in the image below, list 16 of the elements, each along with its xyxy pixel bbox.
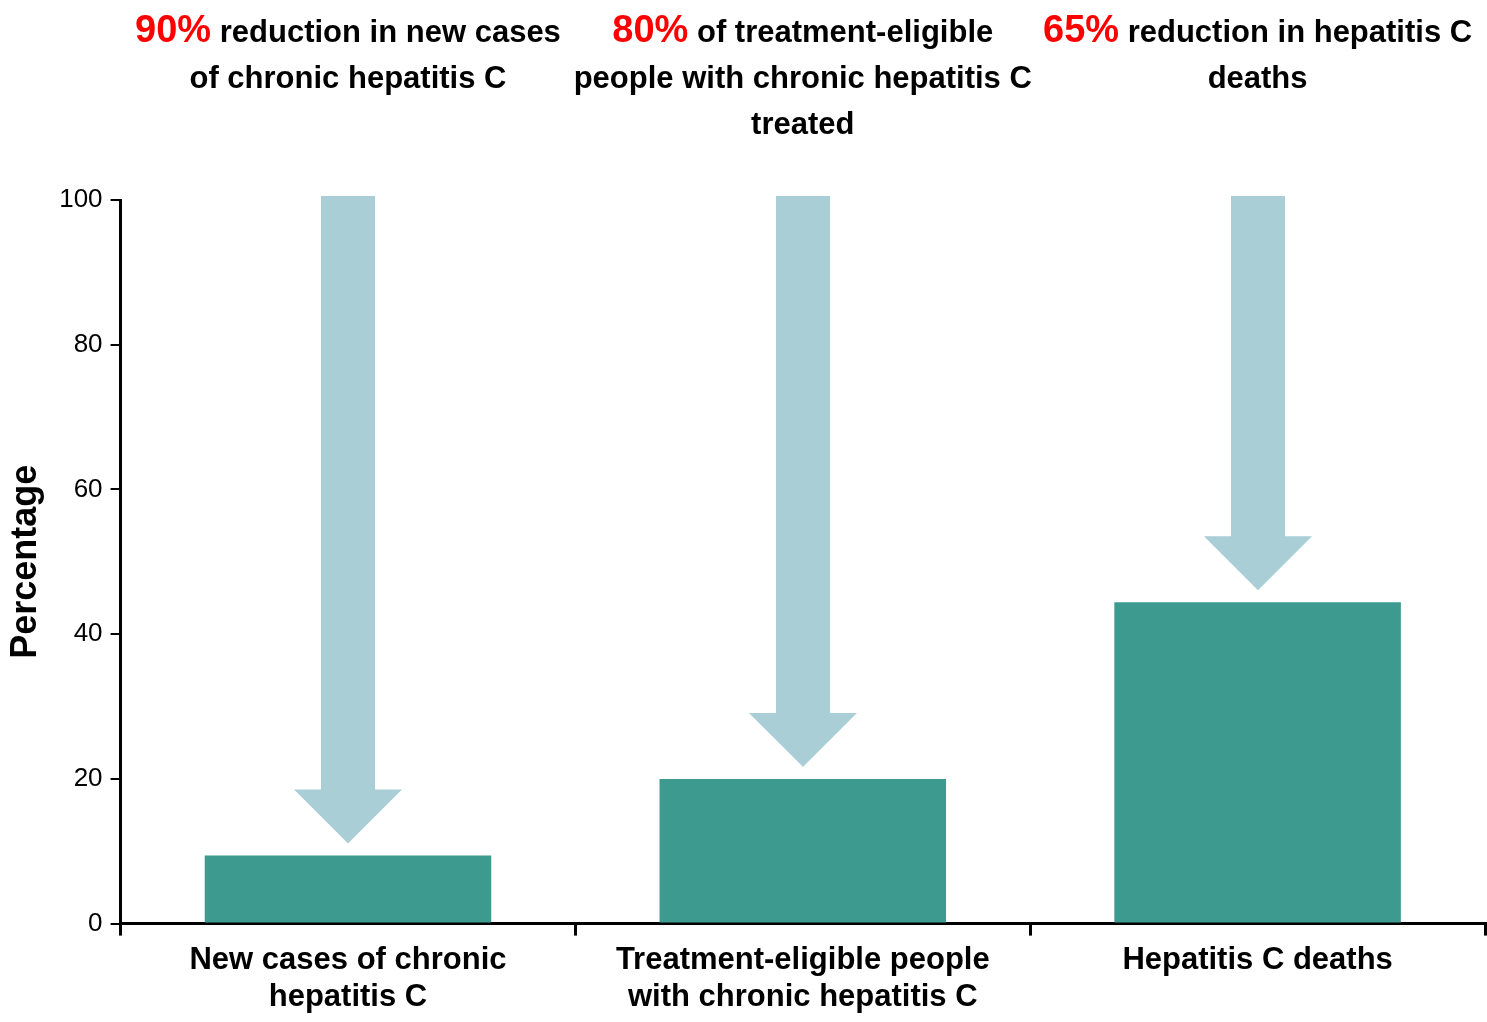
- text: 65% reduction in hepatitis C deaths: [1043, 8, 1473, 95]
- bar: [1114, 602, 1401, 923]
- text: 80% of treatment-eligible people with chronic hepatitis C treated: [572, 7, 1033, 143]
- y-tick-label: 20: [73, 762, 103, 793]
- y-tick-label: 60: [73, 472, 103, 503]
- y-axis-title: Percentage: [2, 464, 44, 659]
- x-tick-label: Treatment-eligible people with chronic hepatitis C: [615, 940, 990, 1013]
- y-tick-label: 0: [88, 906, 103, 937]
- y-tick-label: 80: [73, 327, 103, 358]
- y-tick-label: 40: [73, 617, 103, 648]
- x-tick-label: Hepatitis C deaths: [1122, 940, 1393, 976]
- bar: [204, 855, 492, 923]
- y-tick-label: 100: [59, 183, 103, 214]
- bar: [659, 778, 947, 923]
- text: 90% reduction in new cases of chronic hepatitis C: [135, 8, 561, 95]
- x-tick-label: New cases of chronic hepatitis C: [189, 940, 507, 1013]
